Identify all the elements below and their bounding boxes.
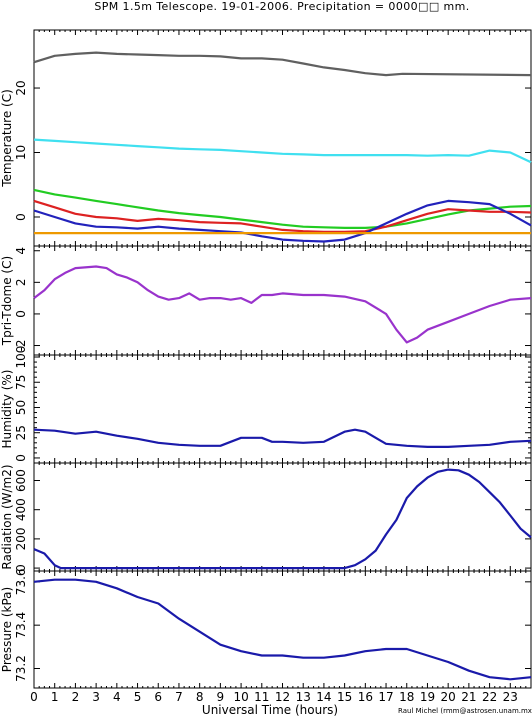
y-tick-label: -2 <box>14 340 28 352</box>
chart-title: SPM 1.5m Telescope. 19-01-2006. Precipit… <box>94 0 469 13</box>
y-tick-label: 0 <box>14 213 28 221</box>
y-tick-label: 4 <box>14 247 28 255</box>
x-tick-label: 18 <box>399 690 414 704</box>
y-tick-label: 73.4 <box>14 612 28 639</box>
y-tick-label: 200 <box>14 527 28 550</box>
credit-text: Raul Michel (rmm@astrosen.unam.mx) <box>398 707 532 715</box>
x-tick-label: 7 <box>175 690 183 704</box>
x-tick-label: 0 <box>30 690 38 704</box>
y-tick-label: 0 <box>14 310 28 318</box>
x-tick-label: 17 <box>378 690 393 704</box>
x-tick-label: 1 <box>51 690 59 704</box>
series-line-2 <box>33 188 532 229</box>
y-tick-label: 25 <box>14 425 28 440</box>
y-tick-label: 600 <box>14 469 28 492</box>
series-line-0 <box>33 265 532 344</box>
y-tick-label: 2 <box>14 279 28 287</box>
x-tick-label: 6 <box>154 690 162 704</box>
x-axis-label: Universal Time (hours) <box>202 703 338 717</box>
series-line-0 <box>33 578 532 681</box>
x-tick-label: 20 <box>441 690 456 704</box>
x-tick-label: 15 <box>337 690 352 704</box>
y-tick-label: 10 <box>14 145 28 160</box>
x-tick-label: 3 <box>92 690 100 704</box>
panel-frame <box>33 462 532 572</box>
x-tick-label: 14 <box>316 690 331 704</box>
panel-frame <box>33 245 532 356</box>
y-axis-label: Humidity (%) <box>0 370 14 449</box>
y-axis-label: Tpri-Tdome (C) <box>0 256 14 346</box>
y-tick-label: 73.2 <box>14 655 28 682</box>
panel-frame <box>33 570 532 689</box>
y-tick-label: 20 <box>14 80 28 95</box>
x-tick-label: 5 <box>134 690 142 704</box>
x-tick-label: 22 <box>482 690 497 704</box>
x-tick-label: 4 <box>113 690 121 704</box>
y-tick-label: 0 <box>14 564 28 572</box>
x-tick-label: 9 <box>217 690 225 704</box>
y-tick-label: 75 <box>14 375 28 390</box>
x-tick-label: 2 <box>72 690 80 704</box>
series-line-0 <box>33 51 532 77</box>
series-line-1 <box>33 138 532 164</box>
y-tick-label: 50 <box>14 400 28 415</box>
x-tick-label: 16 <box>358 690 373 704</box>
y-tick-label: 0 <box>14 454 28 462</box>
x-tick-label: 10 <box>233 690 248 704</box>
series-line-0 <box>33 468 532 570</box>
x-tick-label: 13 <box>296 690 311 704</box>
y-tick-label: 100 <box>14 346 28 369</box>
x-tick-label: 8 <box>196 690 204 704</box>
x-tick-label: 12 <box>275 690 290 704</box>
y-tick-label: 400 <box>14 498 28 521</box>
y-axis-label: Temperature (C) <box>0 89 14 188</box>
series-line-4 <box>33 199 532 243</box>
x-tick-label: 19 <box>420 690 435 704</box>
series-line-0 <box>33 428 532 448</box>
x-tick-label: 23 <box>503 690 518 704</box>
x-tick-label: 21 <box>461 690 476 704</box>
y-axis-label: Pressure (kPa) <box>0 587 14 672</box>
x-tick-label: 11 <box>254 690 269 704</box>
y-axis-label: Radiation (W/m2) <box>0 464 14 569</box>
series-line-3 <box>33 199 532 233</box>
y-tick-label: 73.6 <box>14 568 28 595</box>
